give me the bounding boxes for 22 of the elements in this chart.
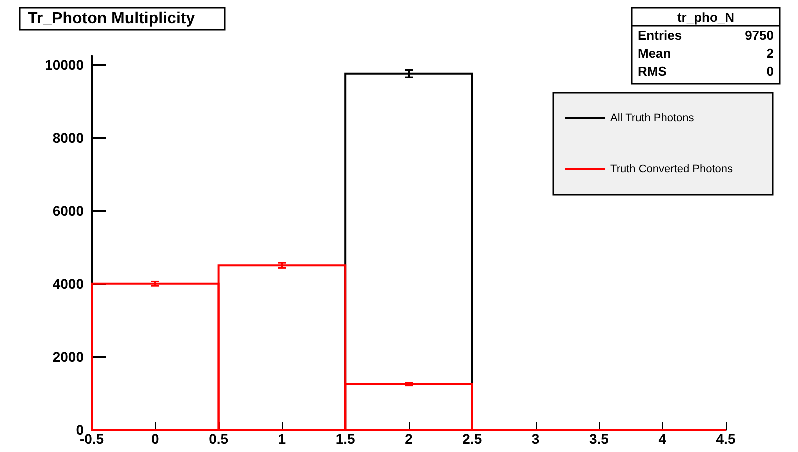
y-tick-label: 6000 — [52, 202, 84, 219]
x-tick-label: 2 — [405, 431, 414, 447]
x-tick-label: 1 — [278, 431, 286, 447]
x-tick-label: 0.5 — [209, 431, 229, 447]
y-tick-label: 4000 — [52, 276, 84, 292]
x-tick-label: 2.5 — [462, 431, 482, 447]
x-tick-label: 0 — [152, 431, 160, 447]
legend-label: All Truth Photons — [610, 112, 695, 124]
legend-label: Truth Converted Photons — [610, 164, 734, 176]
text: Mean 2 — [638, 46, 774, 61]
y-tick-label: 10000 — [45, 56, 84, 73]
x-tick-label: 1.5 — [336, 431, 356, 447]
x-tick-label: 3 — [532, 431, 540, 447]
text: RMS 0 — [638, 64, 774, 79]
x-tick-label: 3.5 — [589, 431, 610, 447]
chart-title: Tr_Photon Multiplicity — [28, 10, 196, 28]
y-tick-label: 8000 — [52, 130, 84, 146]
x-tick-label: 4.5 — [716, 431, 736, 447]
text: tr_pho_N — [677, 10, 735, 25]
text: Entries 9750 — [638, 28, 774, 43]
x-tick-label: 4 — [658, 431, 667, 447]
y-tick-label: 2000 — [52, 348, 84, 365]
